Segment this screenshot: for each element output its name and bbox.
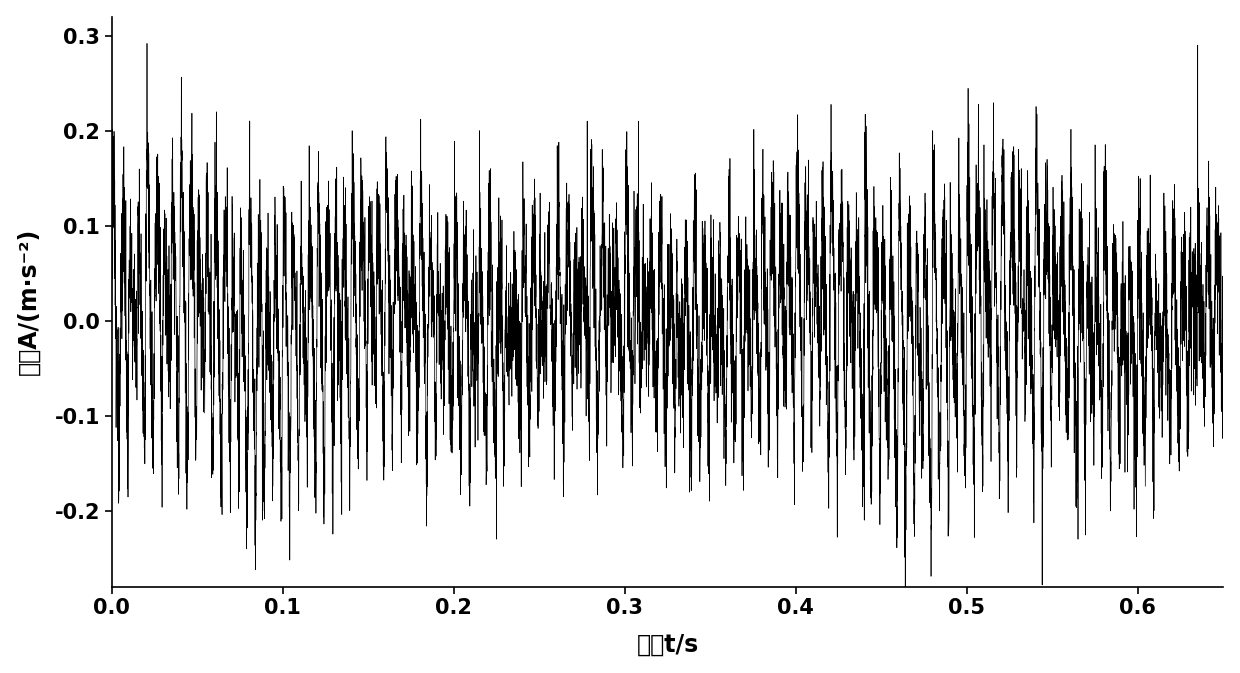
X-axis label: 时间t/s: 时间t/s — [636, 633, 698, 656]
Y-axis label: 幅值A/(m·s⁻²): 幅值A/(m·s⁻²) — [16, 228, 41, 376]
